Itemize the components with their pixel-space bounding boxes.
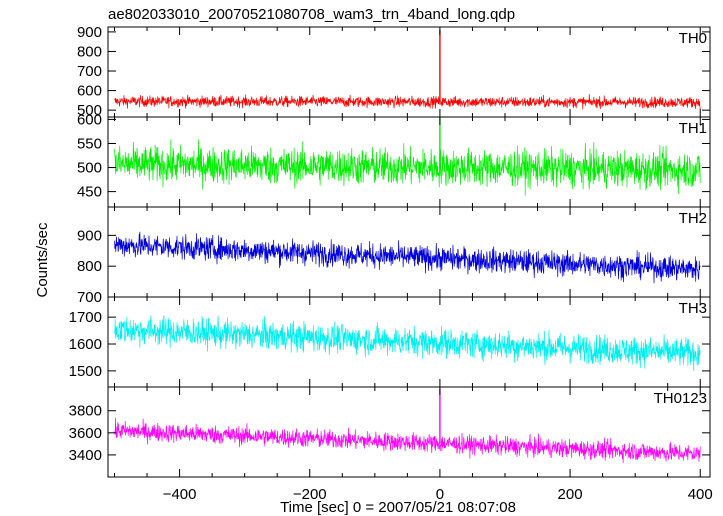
- y-tick-label: 600: [77, 83, 102, 100]
- x-tick-label: −400: [163, 486, 197, 503]
- panel-name-label: TH0123: [654, 390, 707, 407]
- panel-name-label: TH3: [679, 300, 707, 317]
- y-tick-label: 3400: [69, 447, 102, 464]
- y-axis-label: Counts/sec: [34, 222, 51, 298]
- panel-th1: 450 500 550 600 TH1: [77, 111, 711, 208]
- y-tick-label: 450: [77, 184, 102, 201]
- y-tick-label: 900: [77, 24, 102, 41]
- x-axis-label: Time [sec] 0 = 2007/05/21 08:07:08: [280, 499, 516, 516]
- y-tick-label: 700: [77, 289, 102, 306]
- panel-name-label: TH0: [679, 30, 707, 47]
- y-tick-label: 1700: [69, 309, 102, 326]
- panel-name-label: TH2: [679, 210, 707, 227]
- panel-name-label: TH1: [679, 120, 707, 137]
- panel-th0: 500 600 700 800 900 TH0: [77, 24, 711, 119]
- y-tick-label: 1600: [69, 336, 102, 353]
- x-tick-label: 0: [436, 486, 444, 503]
- series-line-th2: [114, 231, 701, 284]
- panel-th2: 700 800 900 TH2: [77, 206, 711, 306]
- series-line-th0123: [114, 417, 701, 464]
- x-tick-label: 200: [558, 486, 583, 503]
- y-tick-label: 700: [77, 63, 102, 80]
- panel-frame-th0123: [107, 386, 711, 478]
- y-tick-label: 800: [77, 258, 102, 275]
- y-tick-label: 900: [77, 227, 102, 244]
- y-tick-label: 3600: [69, 425, 102, 442]
- series-line-th0: [114, 94, 701, 110]
- panel-th3: 1500 1600 1700 TH3: [69, 296, 711, 388]
- y-tick-label: 500: [77, 102, 102, 119]
- y-tick-label: 1500: [69, 363, 102, 380]
- panel-frame-th0: [107, 26, 711, 118]
- y-tick-label: 3800: [69, 403, 102, 420]
- chart-title: ae802033010_20070521080708_wam3_trn_4ban…: [108, 6, 515, 23]
- y-tick-label: 600: [77, 111, 102, 128]
- series-line-th1: [114, 139, 701, 196]
- y-tick-label: 800: [77, 43, 102, 60]
- x-tick-label: 400: [688, 486, 713, 503]
- y-tick-label: 500: [77, 160, 102, 177]
- series-line-th3: [114, 315, 701, 372]
- y-tick-label: 550: [77, 135, 102, 152]
- x-tick-label: −200: [293, 486, 327, 503]
- panel-th0123: 3400 3600 3800 TH0123: [69, 386, 711, 478]
